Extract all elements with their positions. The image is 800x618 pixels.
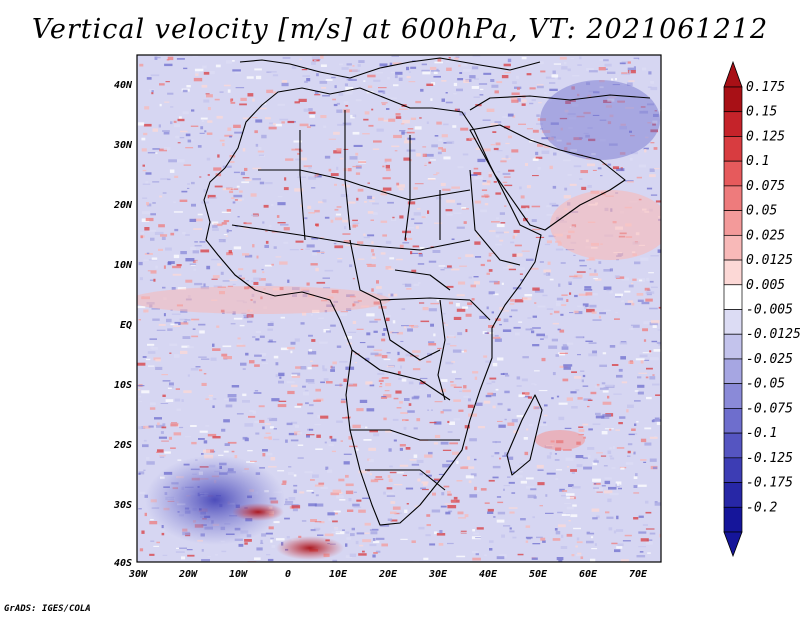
colorbar-label: -0.0125 — [746, 327, 800, 342]
lat-label-eq: EQ — [120, 320, 132, 331]
colorbar-box — [723, 457, 743, 483]
colorbar-label: 0.0125 — [746, 253, 793, 268]
latitude-axis: 40N 30N 20N 10N EQ 10S 20S 30S 40S — [113, 80, 133, 569]
colorbar-label: 0.005 — [746, 278, 785, 293]
colorbar-box — [723, 333, 743, 360]
lon-label-10w: 10W — [229, 569, 248, 580]
colorbar-box — [723, 259, 743, 286]
lon-label-30w: 30W — [128, 569, 148, 580]
colorbar: 0.175 0.15 0.125 0.1 0.075 0.05 0.025 0.0125 0.0… — [723, 60, 800, 558]
colorbar-box — [723, 309, 743, 335]
lat-label-10s: 10S — [114, 380, 132, 391]
lon-label-20w: 20W — [178, 569, 198, 580]
map-title: Vertical velocity [m/s] at 600hPa, VT: 2… — [31, 14, 769, 45]
lat-label-30s: 30S — [113, 500, 132, 511]
colorbar-label: 0.125 — [746, 129, 785, 144]
plot-frame — [136, 54, 662, 563]
lat-label-10n: 10N — [114, 260, 133, 271]
colorbar-top-arrow — [723, 60, 743, 88]
lat-label-40n: 40N — [114, 80, 133, 91]
lat-label-20n: 20N — [113, 200, 133, 211]
lon-label-0: 0 — [285, 569, 291, 580]
colorbar-box — [723, 210, 743, 236]
colorbar-box — [723, 185, 743, 211]
colorbar-label: -0.025 — [746, 352, 793, 367]
colorbar-label: 0.05 — [746, 204, 777, 219]
lon-label-20e: 20E — [378, 569, 398, 580]
colorbar-label: -0.125 — [746, 451, 793, 466]
colorbar-box — [723, 408, 743, 434]
colorbar-box — [723, 86, 743, 113]
lon-label-40e: 40E — [479, 569, 498, 580]
lon-label-10e: 10E — [329, 569, 348, 580]
coastlines-and-borders — [203, 57, 651, 526]
colorbar-label: 0.025 — [746, 228, 785, 243]
lat-label-20s: 20S — [113, 440, 132, 451]
lat-label-40s: 40S — [114, 558, 132, 569]
colorbar-label: -0.05 — [746, 377, 785, 392]
lat-label-30n: 30N — [113, 140, 133, 151]
colorbar-box — [723, 432, 743, 459]
colorbar-label: -0.075 — [746, 401, 793, 416]
colorbar-label: 0.175 — [746, 80, 785, 95]
velocity-field — [137, 55, 661, 562]
colorbar-box — [723, 111, 743, 137]
colorbar-label: -0.005 — [746, 303, 793, 318]
lon-label-70e: 70E — [629, 569, 648, 580]
colorbar-box — [723, 482, 743, 508]
colorbar-box — [723, 284, 743, 310]
colorbar-box — [723, 234, 743, 261]
colorbar-label: 0.15 — [746, 105, 777, 120]
colorbar-label: -0.175 — [746, 476, 793, 491]
colorbar-label: 0.075 — [746, 179, 785, 194]
colorbar-box — [723, 358, 743, 385]
colorbar-bottom-arrow — [723, 531, 743, 558]
colorbar-label: -0.1 — [746, 426, 777, 441]
colorbar-box — [723, 383, 743, 409]
colorbar-box — [723, 160, 743, 187]
colorbar-box — [723, 136, 743, 162]
lon-label-60e: 60E — [579, 569, 598, 580]
colorbar-label: 0.1 — [746, 154, 769, 169]
colorbar-box — [723, 506, 743, 533]
longitude-axis: 30W 20W 10W 0 10E 20E 30E 40E 50E 60E 70… — [128, 569, 648, 580]
lon-label-50e: 50E — [529, 569, 548, 580]
colorbar-label: -0.2 — [746, 500, 777, 515]
lon-label-30e: 30E — [428, 569, 448, 580]
credit-text: GrADS: IGES/COLA — [4, 604, 91, 614]
